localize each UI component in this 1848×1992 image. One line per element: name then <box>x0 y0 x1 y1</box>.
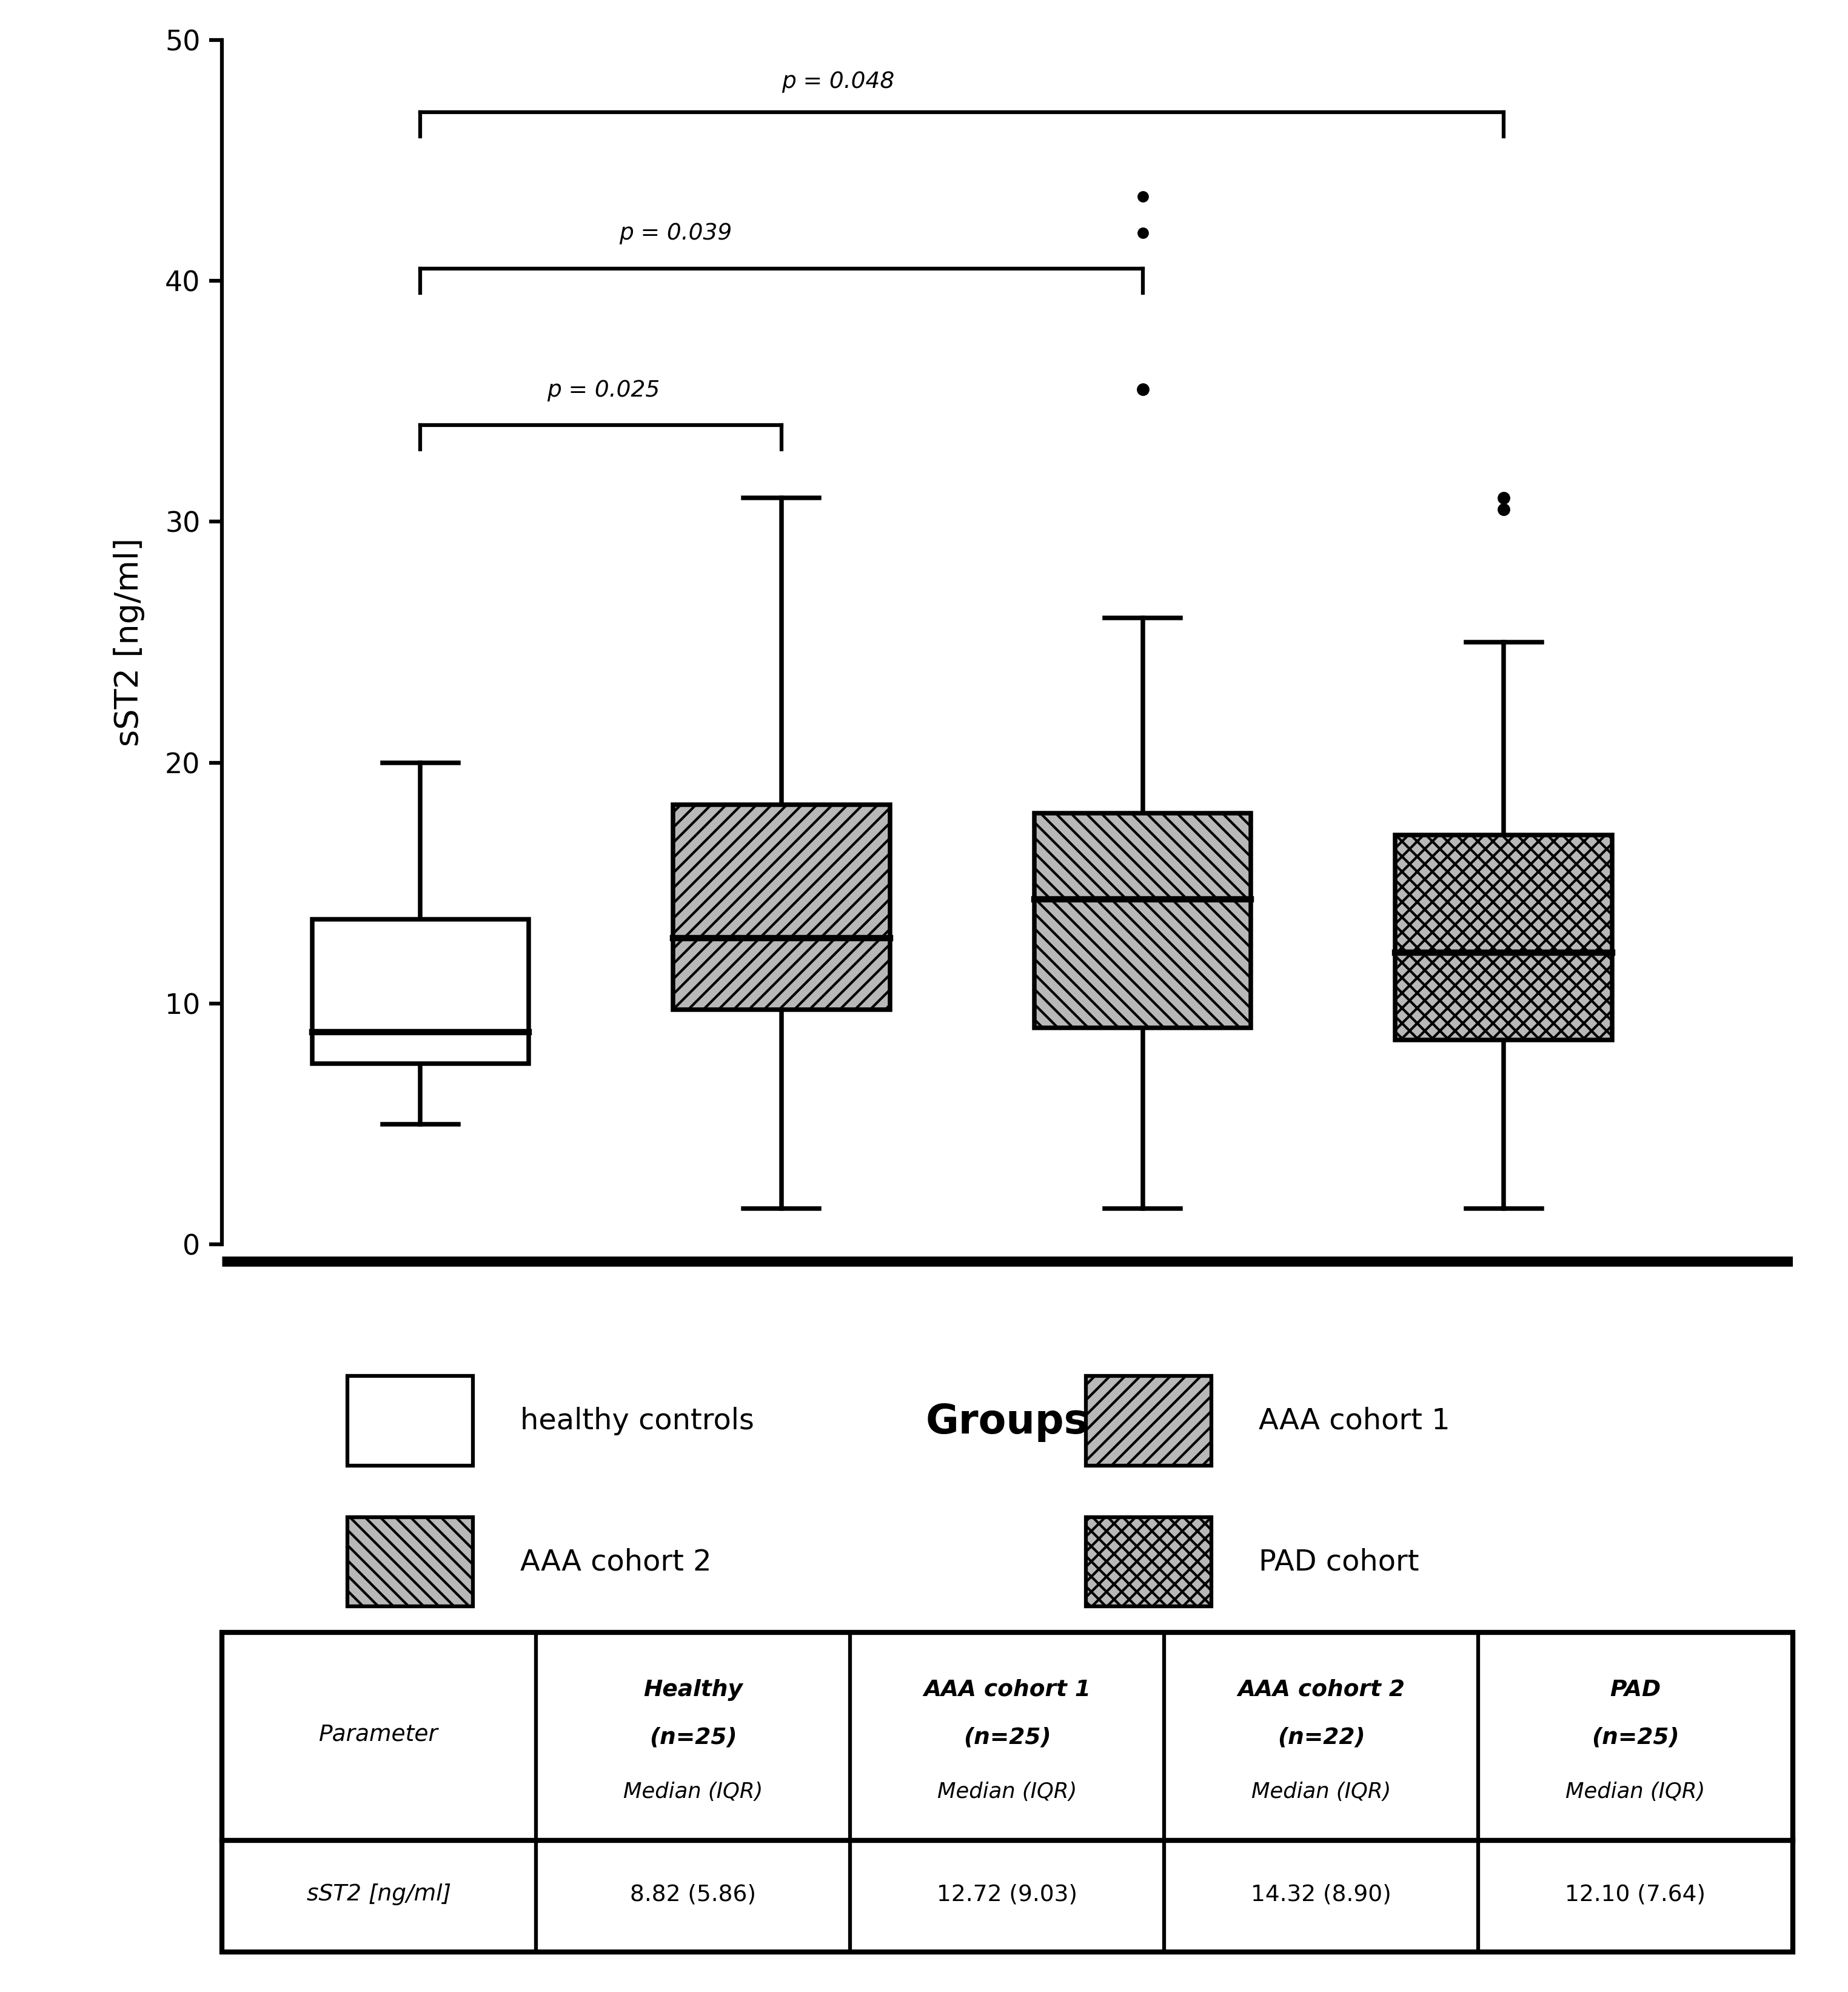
Text: PAD cohort: PAD cohort <box>1258 1548 1419 1576</box>
Text: (n=25): (n=25) <box>649 1727 737 1749</box>
Text: 12.72 (9.03): 12.72 (9.03) <box>937 1884 1077 1906</box>
Text: 14.32 (8.90): 14.32 (8.90) <box>1251 1884 1392 1906</box>
Text: p = 0.048: p = 0.048 <box>782 72 894 94</box>
Text: Median (IQR): Median (IQR) <box>937 1783 1077 1803</box>
Bar <box>312 918 529 1064</box>
Text: p = 0.039: p = 0.039 <box>619 223 732 245</box>
Bar <box>673 805 889 1010</box>
Text: p = 0.025: p = 0.025 <box>547 378 660 400</box>
Text: 8.82 (5.86): 8.82 (5.86) <box>630 1884 756 1906</box>
Bar <box>1087 1518 1212 1608</box>
Text: Healthy: Healthy <box>643 1679 743 1701</box>
Text: Groups: Groups <box>926 1402 1088 1442</box>
Text: Median (IQR): Median (IQR) <box>1251 1783 1392 1803</box>
Text: AAA cohort 1: AAA cohort 1 <box>1258 1406 1451 1436</box>
Text: 12.10 (7.64): 12.10 (7.64) <box>1565 1884 1706 1906</box>
Y-axis label: sST2 [ng/ml]: sST2 [ng/ml] <box>113 538 144 747</box>
Text: AAA cohort 2: AAA cohort 2 <box>1238 1679 1404 1701</box>
Text: (n=25): (n=25) <box>1591 1727 1680 1749</box>
Bar <box>1395 835 1611 1040</box>
Text: Median (IQR): Median (IQR) <box>623 1783 763 1803</box>
Text: Parameter: Parameter <box>320 1723 438 1745</box>
Bar <box>347 1518 473 1608</box>
Text: AAA cohort 1: AAA cohort 1 <box>924 1679 1090 1701</box>
Text: (n=25): (n=25) <box>963 1727 1052 1749</box>
Text: Median (IQR): Median (IQR) <box>1565 1783 1706 1803</box>
Text: PAD: PAD <box>1610 1679 1661 1701</box>
Text: AAA cohort 2: AAA cohort 2 <box>521 1548 711 1576</box>
Text: sST2 [ng/ml]: sST2 [ng/ml] <box>307 1884 451 1906</box>
Bar <box>347 1376 473 1466</box>
Text: (n=22): (n=22) <box>1277 1727 1366 1749</box>
Bar <box>1087 1376 1212 1466</box>
Text: healthy controls: healthy controls <box>521 1406 754 1436</box>
Bar <box>1035 813 1251 1028</box>
